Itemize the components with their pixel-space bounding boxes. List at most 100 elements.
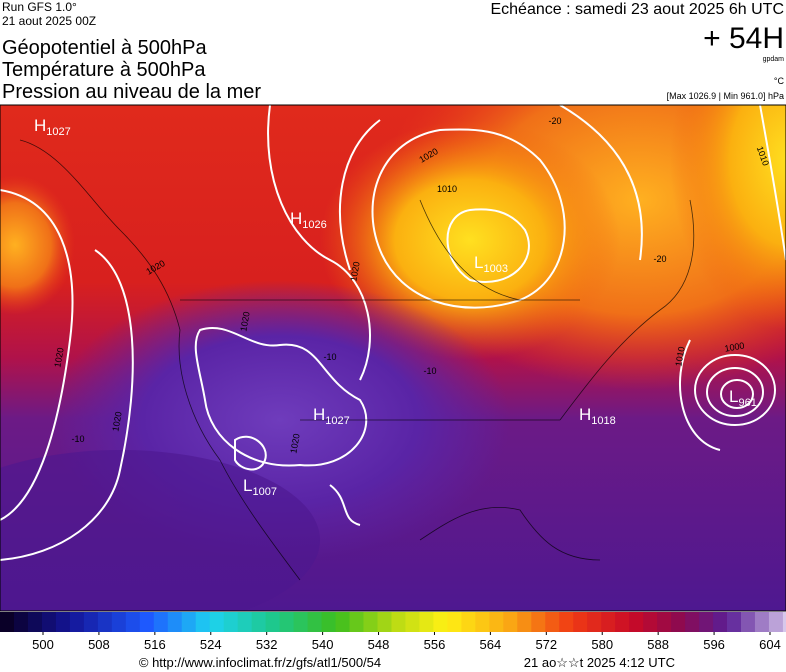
- colorbar-swatch: [559, 612, 574, 632]
- colorbar-swatch: [377, 612, 392, 632]
- colorbar-swatch: [223, 612, 239, 632]
- run-date: 21 aout 2025 00Z: [2, 14, 96, 28]
- center-letter: L: [243, 476, 252, 495]
- center-letter: L: [474, 253, 483, 272]
- colorbar-swatch: [461, 612, 476, 632]
- colorbar-swatch: [251, 612, 267, 632]
- colorbar-swatch: [97, 612, 113, 632]
- colorbar-swatch: [699, 612, 714, 632]
- colorbar-label: 604: [759, 637, 781, 652]
- colorbar-swatch: [517, 612, 532, 632]
- center-letter: H: [34, 116, 46, 135]
- colorbar-swatch: [321, 612, 337, 632]
- colorbar-label: 532: [256, 637, 278, 652]
- colorbar-swatch: [489, 612, 504, 632]
- colorbar-label: 572: [535, 637, 557, 652]
- colorbar-label: 500: [32, 637, 54, 652]
- colorbar-swatch: [363, 612, 378, 632]
- isobar-label: 1020: [288, 433, 301, 454]
- colorbar-swatch: [587, 612, 602, 632]
- colorbar-swatch: [55, 612, 71, 632]
- forecast-time: Echéance : samedi 23 aout 2025 6h UTC: [490, 1, 784, 18]
- colorbar-swatch: [349, 612, 364, 632]
- colorbar-swatch: [629, 612, 644, 632]
- timestamp: 21 ao☆☆t 2025 4:12 UTC: [524, 655, 675, 670]
- map-title: Température à 500hPa: [2, 59, 206, 81]
- colorbar-swatch: [391, 612, 406, 632]
- colorbar-swatch: [601, 612, 616, 632]
- colorbar-label: 556: [424, 637, 446, 652]
- colorbar-swatch: [727, 612, 742, 632]
- colorbar-label: 516: [144, 637, 166, 652]
- colorbar-swatch: [13, 612, 29, 632]
- map-field: [0, 105, 786, 611]
- colorbar-swatch: [475, 612, 490, 632]
- map-title: Géopotentiel à 500hPa: [2, 37, 207, 59]
- colorbar-swatch: [83, 612, 99, 632]
- pressure-center: H1027: [313, 405, 350, 427]
- center-letter: H: [290, 209, 302, 228]
- colorbar-swatch: [181, 612, 197, 632]
- center-value: 1027: [325, 415, 349, 427]
- run-label: Run GFS 1.0°: [2, 0, 77, 14]
- colorbar-label: 540: [312, 637, 334, 652]
- isobar-label: 1020: [110, 411, 123, 432]
- colorbar-swatch: [167, 612, 183, 632]
- colorbar-swatch: [41, 612, 57, 632]
- colorbar-swatch: [335, 612, 351, 632]
- center-value: 1007: [252, 486, 276, 498]
- temperature-label: -20: [653, 254, 666, 264]
- colorbar-label: 548: [368, 637, 390, 652]
- center-letter: H: [313, 405, 325, 424]
- colorbar-label: 596: [703, 637, 725, 652]
- colorbar-swatch: [139, 612, 155, 632]
- colorbar-swatch: [153, 612, 169, 632]
- pressure-center: L961: [729, 387, 757, 409]
- colorbar-swatch: [209, 612, 225, 632]
- colorbar-swatch: [768, 612, 784, 632]
- unit-geopotential: gpdam: [763, 56, 785, 63]
- isobar-label: 1010: [673, 346, 686, 367]
- center-letter: H: [579, 405, 591, 424]
- temperature-label: -20: [548, 116, 561, 126]
- colorbar-swatch: [195, 612, 211, 632]
- temperature-label: -10: [423, 366, 436, 376]
- source-url: © http://www.infoclimat.fr/z/gfs/atl1/50…: [139, 655, 381, 670]
- colorbar-swatch: [531, 612, 546, 632]
- temperature-label: -10: [71, 434, 84, 444]
- center-value: 1003: [483, 263, 507, 275]
- pressure-center: L1007: [243, 476, 277, 498]
- isobar-label: 1010: [437, 184, 457, 194]
- colorbar-swatch: [307, 612, 323, 632]
- center-value: 1026: [302, 219, 326, 231]
- colorbar-swatch: [0, 612, 15, 632]
- map-title: Pression au niveau de la mer: [2, 81, 261, 103]
- temperature-label: -10: [323, 352, 336, 362]
- colorbar-label: 564: [480, 637, 502, 652]
- colorbar-swatch: [754, 612, 770, 632]
- colorbar-swatch: [503, 612, 518, 632]
- colorbar-swatch: [419, 612, 434, 632]
- center-value: 1018: [591, 415, 615, 427]
- colorbar-swatch: [545, 612, 560, 632]
- colorbar-swatch: [433, 612, 448, 632]
- isobar-label: 1020: [238, 311, 251, 332]
- colorbar-swatch: [657, 612, 672, 632]
- colorbar-swatch: [615, 612, 630, 632]
- unit-temperature: °C: [774, 76, 785, 86]
- isobar-label: 1000: [724, 340, 745, 353]
- colorbar-swatch: [125, 612, 141, 632]
- colorbar-swatch: [237, 612, 253, 632]
- colorbar-swatch: [265, 612, 281, 632]
- center-letter: L: [729, 387, 738, 406]
- isobar-label: 1020: [348, 261, 361, 282]
- colorbar-swatch: [713, 612, 728, 632]
- coastlines: [19, 139, 695, 581]
- colorbar-swatch: [573, 612, 588, 632]
- colorbar-swatch: [279, 612, 295, 632]
- pressure-center: H1018: [579, 405, 616, 427]
- colorbar-swatch: [69, 612, 85, 632]
- colorbar-swatch: [405, 612, 420, 632]
- colorbar-swatch: [643, 612, 658, 632]
